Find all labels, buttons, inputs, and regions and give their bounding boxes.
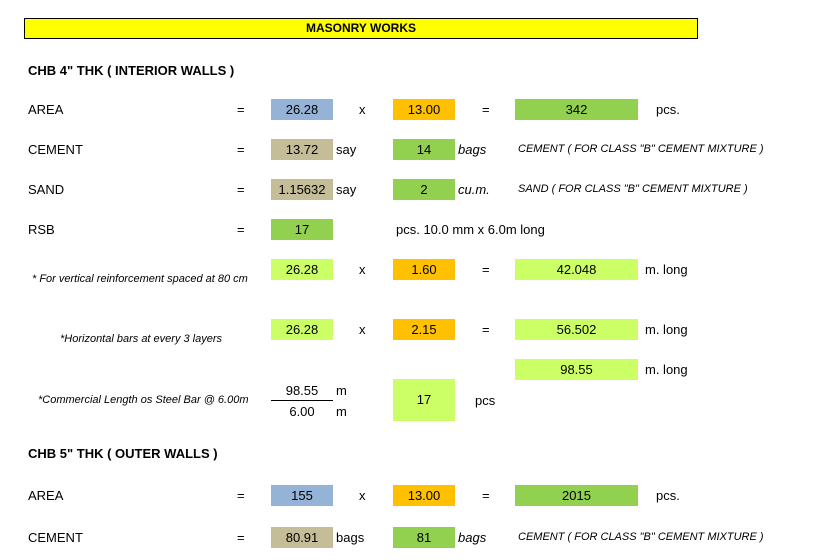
result: 2 [393, 178, 455, 200]
num-unit: m [336, 382, 347, 398]
eq: = [237, 181, 245, 197]
qty: 80.91 [271, 526, 333, 548]
qty: 26.28 [271, 318, 333, 340]
qty: 155 [271, 484, 333, 506]
eq: = [237, 141, 245, 157]
say: bags [336, 529, 365, 545]
result: 56.502 [515, 318, 638, 340]
factor: 13.00 [393, 484, 455, 506]
numerator: 98.55 [285, 382, 319, 398]
say: say [336, 181, 357, 197]
label: RSB [28, 221, 55, 237]
qty: 1.15632 [271, 178, 333, 200]
unit: pcs. 10.0 mm x 6.0m long [396, 221, 545, 237]
qty: 17 [271, 218, 333, 240]
eq2: = [482, 101, 490, 117]
result: 98.55 [515, 358, 638, 380]
result: 17 [393, 379, 455, 421]
eq: = [237, 529, 245, 545]
note: CEMENT ( FOR CLASS "B" CEMENT MIXTURE ) [518, 142, 764, 155]
op: x [359, 487, 366, 503]
op: x [359, 261, 366, 277]
eq2: = [482, 487, 490, 503]
say: say [336, 141, 357, 157]
unit: m. long [645, 261, 688, 277]
note: *Horizontal bars at every 3 layers [60, 332, 223, 345]
label: CEMENT [28, 141, 83, 157]
heading: CHB 4" THK ( INTERIOR WALLS ) [28, 62, 235, 78]
result: 14 [393, 138, 455, 160]
denominator: 6.00 [289, 403, 315, 419]
qty: 13.72 [271, 138, 333, 160]
unit: pcs. [656, 487, 680, 503]
label: AREA [28, 101, 64, 117]
op: x [359, 101, 366, 117]
unit: pcs [475, 392, 496, 408]
title-bar: MASONRY WORKS [24, 18, 698, 39]
unit: pcs. [656, 101, 680, 117]
unit: m. long [645, 321, 688, 337]
eq: = [482, 321, 490, 337]
note: *Commercial Length os Steel Bar @ 6.00m [38, 393, 249, 406]
note: * For vertical reinforcement spaced at 8… [32, 272, 248, 285]
factor: 2.15 [393, 318, 455, 340]
label: CEMENT [28, 529, 83, 545]
eq: = [237, 487, 245, 503]
result: 342 [515, 98, 638, 120]
heading: CHB 5" THK ( OUTER WALLS ) [28, 445, 218, 461]
op: x [359, 321, 366, 337]
unit: cu.m. [458, 181, 490, 197]
den-unit: m [336, 403, 347, 419]
factor: 13.00 [393, 98, 455, 120]
eq: = [482, 261, 490, 277]
note: SAND ( FOR CLASS "B" CEMENT MIXTURE ) [518, 182, 748, 195]
result: 42.048 [515, 258, 638, 280]
label: SAND [28, 181, 65, 197]
fraction-line [271, 400, 333, 401]
factor: 1.60 [393, 258, 455, 280]
note: CEMENT ( FOR CLASS "B" CEMENT MIXTURE ) [518, 530, 764, 543]
result: 81 [393, 526, 455, 548]
unit: bags [458, 529, 487, 545]
result: 2015 [515, 484, 638, 506]
qty: 26.28 [271, 98, 333, 120]
unit: bags [458, 141, 487, 157]
qty: 26.28 [271, 258, 333, 280]
label: AREA [28, 487, 64, 503]
unit: m. long [645, 361, 688, 377]
eq: = [237, 221, 245, 237]
eq: = [237, 101, 245, 117]
